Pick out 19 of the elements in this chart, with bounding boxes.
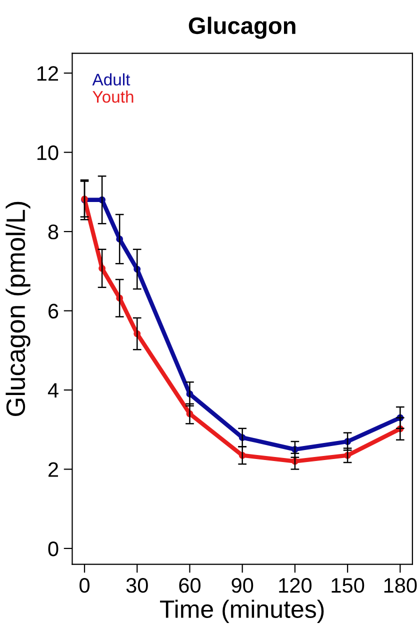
y-tick-label: 4 — [48, 383, 58, 398]
text: Youth — [92, 90, 134, 103]
y-tick-label: 12 — [37, 66, 58, 81]
y-tick-label: 10 — [37, 145, 58, 160]
x-tick-label: 180 — [384, 578, 417, 593]
x-tick-label: 90 — [232, 578, 254, 593]
x-tick-label: 150 — [332, 578, 364, 593]
x-tick-label: 0 — [80, 578, 90, 593]
x-tick-label: 60 — [179, 578, 201, 593]
y-tick-label: 6 — [48, 304, 58, 319]
y-tick-label: 2 — [48, 462, 58, 477]
y-tick-label: 0 — [48, 541, 58, 556]
x-tick-label: 120 — [279, 578, 312, 593]
x-axis-title: Time (minutes) — [160, 600, 324, 623]
x-tick-label: 30 — [126, 578, 148, 593]
y-tick-label: 8 — [48, 224, 58, 240]
text: Adult — [92, 73, 130, 86]
chart-title: Glucagon — [188, 16, 296, 39]
y-axis-title: Glucagon (pmol/L) — [6, 202, 30, 416]
